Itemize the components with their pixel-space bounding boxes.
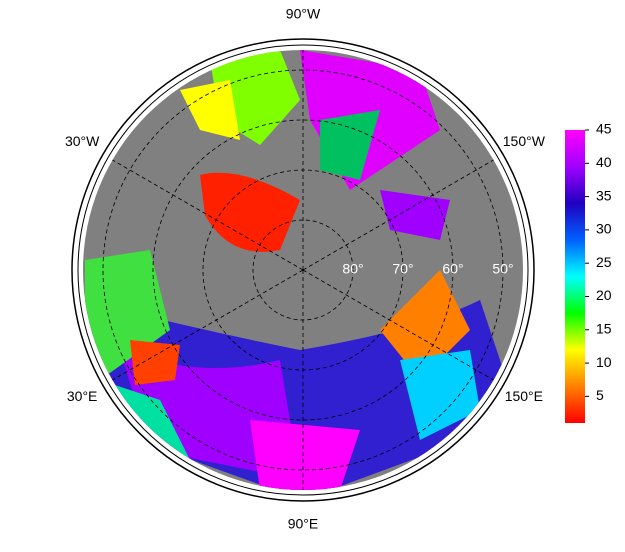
latitude-label: 70° [392,261,413,277]
colorbar-tick-label: 15 [596,320,612,336]
field-patch [130,340,180,385]
meridian [302,159,494,271]
colorbar-tick-label: 20 [596,287,612,303]
frame-outer [71,38,535,502]
field-patch [250,420,360,490]
meridian [302,269,494,381]
longitude-label: 150°W [503,133,546,149]
field-patch [400,350,480,440]
longitude-label: 30°W [65,133,100,149]
colorbar-tick-label: 10 [596,354,612,370]
colorbar [565,130,585,423]
field-patch [85,250,170,380]
meridian [112,269,304,381]
latitude-circle [102,69,504,471]
colorbar-tick-label: 5 [596,387,604,403]
field-patch [320,110,380,180]
colorbar-tick-label: 25 [596,254,612,270]
longitude-label: 90°W [286,6,321,22]
colorbar-tick-label: 30 [596,221,612,237]
latitude-circle [152,119,454,421]
data-field [83,50,520,490]
latitude-label: 50° [492,261,513,277]
graticule [102,50,504,490]
frame-inner [77,44,529,496]
field-patch [380,190,450,240]
longitude-label: 30°E [67,388,98,404]
longitude-label: 90°E [288,516,319,532]
field-patch [380,270,470,380]
colorbar-tick-label: 40 [596,154,612,170]
latitude-label: 80° [342,261,363,277]
field-patch [180,80,240,140]
field-patch [200,172,300,252]
meridian [112,159,304,271]
colorbar-tick-label: 35 [596,187,612,203]
colorbar-tick-label: 45 [596,121,612,137]
latitude-label: 60° [442,261,463,277]
longitude-label: 150°E [505,388,543,404]
